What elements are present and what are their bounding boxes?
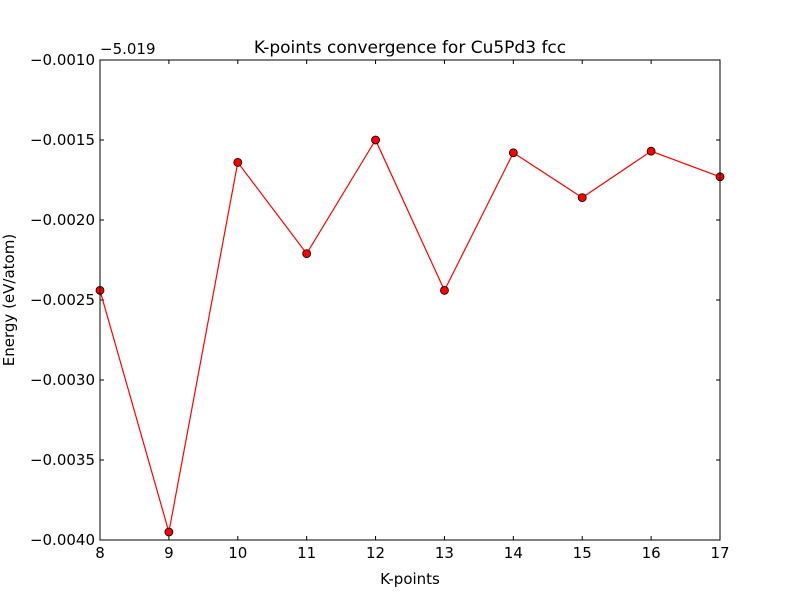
- chart-title: K-points convergence for Cu5Pd3 fcc: [254, 38, 566, 58]
- x-tick-label: 9: [164, 544, 174, 562]
- data-point: [371, 135, 380, 145]
- data-point: [302, 249, 312, 259]
- data-point: [508, 148, 518, 158]
- x-axis-label: K-points: [380, 570, 440, 588]
- y-tick-label: −0.0010: [30, 51, 95, 69]
- data-point: [440, 285, 449, 295]
- y-tick-label: −0.0020: [30, 211, 95, 229]
- y-axis-label: Energy (eV/atom): [0, 234, 18, 366]
- data-point: [577, 193, 587, 203]
- plot-frame: [99, 59, 721, 541]
- x-tick-label: 17: [710, 544, 729, 562]
- x-tick-label: 10: [228, 544, 247, 562]
- plot-area: [100, 60, 720, 540]
- y-tick-label: −0.0025: [30, 291, 95, 309]
- y-axis-ticks: −0.0040 −0.0035 −0.0030 −0.0025 −0.0020 −0.00…: [30, 51, 720, 549]
- x-axis-ticks: 8 9 10 11 12 13 14 15 16 17: [95, 60, 730, 562]
- x-tick-label: 12: [366, 544, 385, 562]
- x-tick-label: 14: [504, 544, 523, 562]
- data-point: [646, 146, 656, 156]
- y-tick-label: −0.0035: [30, 451, 95, 469]
- series-line: [99, 138, 721, 533]
- x-tick-label: 8: [95, 544, 105, 562]
- x-tick-label: 16: [642, 544, 661, 562]
- y-offset-label: −5.019: [100, 40, 156, 58]
- data-point: [164, 527, 174, 537]
- x-tick-label: 11: [297, 544, 316, 562]
- data-point: [233, 157, 243, 167]
- x-tick-label: 13: [435, 544, 454, 562]
- series-group: [95, 135, 725, 537]
- y-tick-label: −0.0015: [30, 131, 95, 149]
- x-tick-label: 15: [573, 544, 592, 562]
- y-tick-label: −0.0040: [30, 531, 95, 549]
- y-tick-label: −0.0030: [30, 371, 95, 389]
